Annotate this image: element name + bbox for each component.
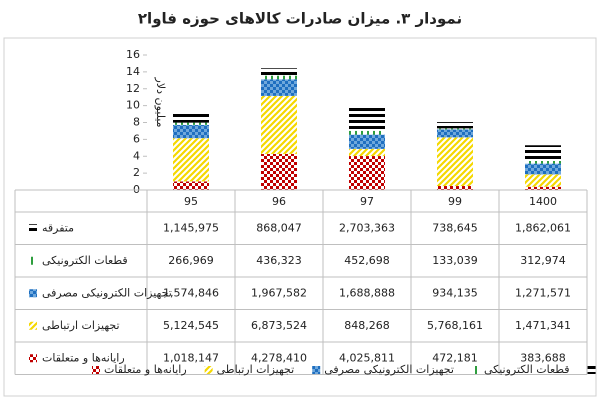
table-value: 848,268 xyxy=(344,319,390,332)
y-tick-label: 6 xyxy=(133,132,140,145)
table-value: 1,018,147 xyxy=(163,351,219,364)
chart-title: نمودار ۳. میزان صادرات کالاهای حوزه فاوا… xyxy=(138,10,462,28)
row-label: قطعات الکترونیکی xyxy=(42,254,128,267)
bar-segment xyxy=(261,75,297,80)
table-value: 312,974 xyxy=(520,254,566,267)
bar-segment xyxy=(525,145,561,161)
table-value: 6,873,524 xyxy=(251,319,307,332)
x-tick-label: 97 xyxy=(360,195,374,208)
legend-key xyxy=(587,366,596,374)
row-label: تجهیزات الکترونیکی مصرفی xyxy=(42,286,172,299)
table-value: 1,471,341 xyxy=(515,319,571,332)
bar-segment xyxy=(525,174,561,187)
legend-key xyxy=(29,354,37,363)
bar-segment xyxy=(349,156,385,190)
table-value: 868,047 xyxy=(256,221,302,234)
bar-segment xyxy=(349,130,385,135)
bar-segment xyxy=(261,68,297,76)
x-tick-label: 95 xyxy=(184,195,198,208)
legend-label: تجهیزات الکترونیکی مصرفی xyxy=(324,363,454,376)
bar-segment xyxy=(437,128,473,130)
bar-segment xyxy=(525,160,561,164)
table-value: 1,145,975 xyxy=(163,221,219,234)
table-value: 452,698 xyxy=(344,254,390,267)
bar-segment xyxy=(173,124,209,139)
y-tick-label: 10 xyxy=(126,99,140,112)
x-tick-label: 96 xyxy=(272,195,286,208)
bar-segment xyxy=(173,122,209,125)
table-value: 4,025,811 xyxy=(339,351,395,364)
x-tick-label: 99 xyxy=(448,195,462,208)
legend-key xyxy=(92,366,100,374)
table-value: 383,688 xyxy=(520,351,566,364)
table-value: 1,862,061 xyxy=(515,221,571,234)
table-value: 1,271,571 xyxy=(515,286,571,299)
bar-segment xyxy=(349,107,385,131)
bar-segment xyxy=(437,129,473,138)
legend-label: تجهیزات ارتباطی xyxy=(217,363,295,376)
row-label: رایانه‌ها و متعلقات xyxy=(42,351,125,364)
table-value: 1,574,846 xyxy=(163,286,219,299)
table-value: 133,039 xyxy=(432,254,478,267)
bar-segment xyxy=(261,153,297,190)
table-value: 4,278,410 xyxy=(251,351,307,364)
legend-label: قطعات الکترونیکی xyxy=(484,363,570,376)
table-value: 1,967,582 xyxy=(251,286,307,299)
table-value: 738,645 xyxy=(432,221,478,234)
legend-key xyxy=(204,366,213,374)
y-tick-label: 14 xyxy=(126,65,140,78)
table-value: 266,969 xyxy=(168,254,214,267)
table-value: 934,135 xyxy=(432,286,478,299)
legend-label: رایانه‌ها و متعلقات xyxy=(104,363,187,376)
bar-segment xyxy=(261,95,297,154)
bar-segment xyxy=(349,148,385,157)
y-tick-label: 12 xyxy=(126,82,140,95)
table-value: 436,323 xyxy=(256,254,302,267)
bar-segment xyxy=(173,138,209,182)
y-tick-label: 8 xyxy=(133,116,140,129)
bar-segment xyxy=(525,186,561,190)
table-value: 5,768,161 xyxy=(427,319,483,332)
legend-key xyxy=(29,321,37,330)
row-label: متفرقه xyxy=(42,221,74,234)
y-axis-label: میلیون دلار xyxy=(154,77,167,128)
chart-border xyxy=(3,37,597,397)
row-label: تجهیزات ارتباطی xyxy=(42,319,120,332)
table-value: 5,124,545 xyxy=(163,319,219,332)
y-tick-label: 16 xyxy=(126,48,140,61)
bar-segment xyxy=(525,163,561,175)
bar-segment xyxy=(437,137,473,187)
table-value: 472,181 xyxy=(432,351,478,364)
bar-segment xyxy=(437,122,473,129)
legend-key xyxy=(29,256,37,265)
bar-segment xyxy=(261,79,297,96)
legend-key xyxy=(29,289,37,298)
bar-segment xyxy=(173,112,209,123)
table-value: 2,703,363 xyxy=(339,221,395,234)
legend-key xyxy=(471,366,480,374)
table-value: 1,688,888 xyxy=(339,286,395,299)
y-tick-label: 4 xyxy=(133,149,140,162)
x-tick-label: 1400 xyxy=(529,195,557,208)
bar-segment xyxy=(349,134,385,149)
legend-key xyxy=(29,224,37,233)
legend-key xyxy=(312,366,321,374)
bar-segment xyxy=(173,181,209,190)
y-tick-label: 2 xyxy=(133,166,140,179)
bar-segment xyxy=(437,186,473,190)
